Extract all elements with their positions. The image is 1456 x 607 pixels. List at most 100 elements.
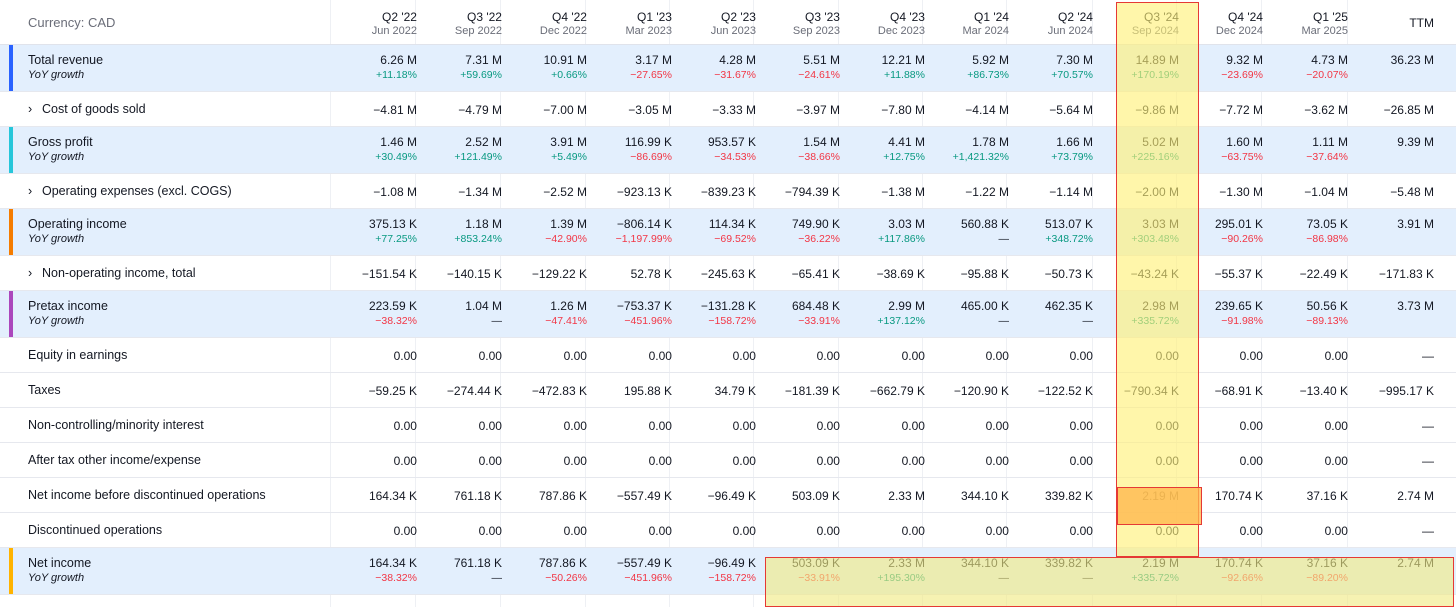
- cell-value: 0.00: [732, 524, 756, 538]
- row-minority-interest: Non-controlling/minority interest 0.00 0.0…: [0, 408, 1456, 443]
- cell-value: 0.00: [1239, 524, 1263, 538]
- value-cell: −55.37 K: [1178, 267, 1263, 282]
- value-cell: −7.00 M: [502, 103, 587, 118]
- cell-value: −1.08 M: [373, 185, 417, 199]
- chevron-right-icon[interactable]: ›: [28, 266, 33, 280]
- cell-growth: +73.79%: [1051, 151, 1093, 163]
- value-cell: 0.00: [502, 524, 587, 539]
- value-cell: 164.34 K: [332, 489, 417, 504]
- row-label-text: Gross profit: [28, 135, 93, 149]
- cell-value: −50.73 K: [1044, 267, 1093, 281]
- value-cell: 52.78 K: [587, 267, 672, 282]
- cell-value: 503.09 K: [791, 489, 840, 503]
- value-cell: 0.00: [840, 349, 925, 364]
- cell-growth: −27.65%: [630, 69, 672, 81]
- cell-value: 0.00: [1239, 349, 1263, 363]
- cell-growth: —: [1082, 315, 1093, 327]
- value-cell: 1.60 M −63.75%: [1178, 135, 1263, 164]
- cell-value: 0.00: [901, 419, 925, 433]
- value-cell: 4.73 M −20.07%: [1263, 53, 1348, 82]
- cell-value: 0.00: [1324, 524, 1348, 538]
- cell-growth: +348.72%: [1045, 233, 1093, 245]
- cell-growth: −20.07%: [1306, 69, 1348, 81]
- value-cell: −3.33 M: [671, 103, 756, 118]
- cell-value: 0.00: [478, 419, 502, 433]
- value-cell: 6.26 M +11.18%: [332, 53, 417, 82]
- row-net-income-before-disc: Net income before discontinued operation…: [0, 478, 1456, 513]
- row-operating-expenses[interactable]: › Operating expenses (excl. COGS) −1.08 M −…: [0, 174, 1456, 209]
- row-label: Equity in earnings: [28, 348, 127, 362]
- row-label[interactable]: › Cost of goods sold: [28, 102, 146, 116]
- cell-value: 170.74 K: [1214, 489, 1263, 503]
- value-cell: −557.49 K: [587, 489, 672, 504]
- cell-value: 4.41 M: [888, 135, 925, 149]
- cell-value: 0.00: [393, 349, 417, 363]
- cell-value: 12.21 M: [881, 53, 925, 67]
- cell-value: −122.52 K: [1037, 384, 1093, 398]
- q3-2024-column-highlight: [1116, 2, 1199, 557]
- cell-growth: −69.52%: [714, 233, 756, 245]
- value-cell: −13.40 K: [1263, 384, 1348, 399]
- cell-value: 1.54 M: [803, 135, 840, 149]
- chevron-right-icon[interactable]: ›: [28, 102, 33, 116]
- column-period: Q3 '22: [467, 10, 502, 24]
- cell-value: 3.03 M: [888, 217, 925, 231]
- cell-value: 0.00: [901, 454, 925, 468]
- cell-value: −55.37 K: [1214, 267, 1263, 281]
- cell-growth: +77.25%: [375, 233, 417, 245]
- cell-value: 465.00 K: [960, 299, 1009, 313]
- row-label-text: Total revenue: [28, 53, 104, 67]
- cell-value: 1.78 M: [972, 135, 1009, 149]
- value-cell: 0.00: [1178, 454, 1263, 469]
- cell-growth: −34.53%: [714, 151, 756, 163]
- value-cell: −26.85 M: [1349, 103, 1434, 118]
- cell-value: −22.49 K: [1299, 267, 1348, 281]
- row-label-text: Non-operating income, total: [42, 266, 196, 280]
- cell-value: 3.91 M: [1397, 217, 1434, 231]
- cell-value: −151.54 K: [361, 267, 417, 281]
- value-cell: 344.10 K: [924, 489, 1009, 504]
- row-pretax-income: Pretax income YoY growth 223.59 K −38.32% 1.…: [0, 291, 1456, 338]
- cell-value: 0.00: [648, 524, 672, 538]
- cell-value: 1.66 M: [1056, 135, 1093, 149]
- value-cell: −50.73 K: [1008, 267, 1093, 282]
- column-date: Dec 2024: [1215, 25, 1263, 37]
- value-cell: −131.28 K −158.72%: [671, 299, 756, 328]
- cell-value: 37.16 K: [1306, 489, 1348, 503]
- chevron-right-icon[interactable]: ›: [28, 184, 33, 198]
- row-label: Gross profit YoY growth: [28, 135, 93, 163]
- cell-value: —: [1421, 454, 1434, 468]
- cell-value: −3.62 M: [1304, 103, 1348, 117]
- cell-value: −13.40 K: [1299, 384, 1348, 398]
- cell-value: 2.52 M: [465, 135, 502, 149]
- cell-value: 0.00: [901, 349, 925, 363]
- cell-value: 344.10 K: [960, 489, 1009, 503]
- cell-value: 0.00: [648, 349, 672, 363]
- value-cell: 10.91 M +0.66%: [502, 53, 587, 82]
- value-cell: 223.59 K −38.32%: [332, 299, 417, 328]
- row-cost-of-goods-sold[interactable]: › Cost of goods sold −4.81 M −4.79 M −7.00 M…: [0, 92, 1456, 127]
- net-income-range-highlight: [765, 557, 1454, 607]
- value-cell: 195.88 K: [587, 384, 672, 399]
- value-cell: 0.00: [502, 419, 587, 434]
- cell-value: 513.07 K: [1044, 217, 1093, 231]
- cell-growth: −31.67%: [714, 69, 756, 81]
- value-cell: 503.09 K: [755, 489, 840, 504]
- value-cell: 0.00: [332, 524, 417, 539]
- value-cell: −662.79 K: [840, 384, 925, 399]
- cell-value: 9.32 M: [1226, 53, 1263, 67]
- cell-value: 560.88 K: [960, 217, 1009, 231]
- cell-value: −4.79 M: [458, 103, 502, 117]
- cell-value: 0.00: [648, 454, 672, 468]
- value-cell: 1.11 M −37.64%: [1263, 135, 1348, 164]
- row-total-revenue: Total revenue YoY growth 6.26 M +11.18% 7.31…: [0, 45, 1456, 92]
- row-label-text: Discontinued operations: [28, 523, 163, 537]
- cell-value: −68.91 K: [1214, 384, 1263, 398]
- cell-growth: −23.69%: [1221, 69, 1263, 81]
- row-non-operating-income[interactable]: › Non-operating income, total −151.54 K −14…: [0, 256, 1456, 291]
- row-label[interactable]: › Operating expenses (excl. COGS): [28, 184, 232, 198]
- row-label[interactable]: › Non-operating income, total: [28, 266, 196, 280]
- column-date: Dec 2022: [539, 25, 587, 37]
- cell-value: −753.37 K: [616, 299, 672, 313]
- cell-value: 7.31 M: [465, 53, 502, 67]
